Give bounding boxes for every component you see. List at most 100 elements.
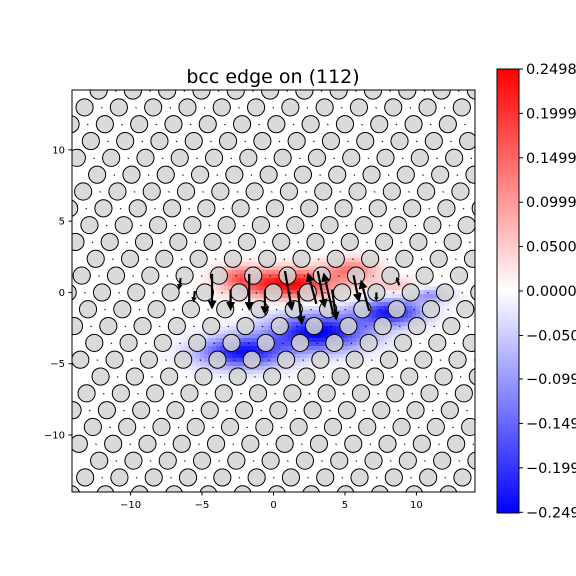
atom-marker [72,266,91,285]
atom-marker [403,199,422,218]
heatmap-cell [292,374,297,379]
vector-dot [358,292,361,294]
vector-dot [347,140,349,143]
heatmap-cell [432,322,437,327]
vector-dot [233,359,236,361]
heatmap-cell [272,346,277,351]
heatmap-cell [404,330,409,335]
heatmap-cell [348,302,353,307]
vector-dot [180,258,183,260]
chart-title: bcc edge on (112) [186,66,359,88]
heatmap-cell [344,354,349,359]
vector-dot [344,308,347,311]
heatmap-cell [240,314,245,319]
heatmap-cell [268,322,273,327]
atom-marker [132,401,151,420]
heatmap-cell [304,330,309,335]
heatmap-cell [268,314,273,319]
heatmap-cell [400,318,405,323]
atom-marker [133,316,152,336]
atom-marker [465,165,475,184]
heatmap-cell [232,302,237,307]
atom-marker [70,65,87,82]
heatmap-cell [328,290,333,295]
vector-dot [121,123,123,126]
vector-dot [457,90,460,92]
atom-marker [85,333,104,352]
heatmap-cell [336,354,341,359]
heatmap-cell [400,286,405,291]
atom-marker [307,148,327,167]
heatmap-cell [280,262,285,267]
heatmap-cell [368,362,373,367]
heatmap-cell [312,334,317,339]
heatmap-cell [328,362,333,367]
heatmap-cell [248,370,253,375]
heatmap-cell [204,350,209,355]
heatmap-cell [308,266,313,271]
heatmap-cell [240,346,245,351]
heatmap-cell [236,330,241,335]
atom-marker [407,316,427,336]
heatmap-cell [228,362,233,367]
heatmap-cell [168,334,173,339]
vector-dot [97,275,100,277]
heatmap-cell [272,362,277,367]
heatmap-cell [268,362,273,367]
heatmap-cell [164,354,169,359]
atom-marker [95,115,114,134]
atom-marker [295,90,314,100]
heatmap-cell [320,254,325,259]
heatmap-cell [392,318,397,323]
heatmap-cell [360,350,365,355]
heatmap-cell [208,278,213,283]
heatmap-cell [444,302,449,307]
atom-marker [199,485,218,492]
vector-dot [392,292,395,294]
atom-marker [264,283,283,302]
heatmap-cell [268,318,273,323]
heatmap-cell [384,282,389,287]
atom-marker [421,300,441,319]
heatmap-cell [212,346,217,351]
heatmap-cell [240,266,245,271]
vector-dot [296,325,298,328]
vector-dot [490,259,491,260]
atom-marker [439,485,458,492]
heatmap-cell [324,346,329,351]
heatmap-cell [168,350,173,355]
x-axis: −10 −5 0 5 10 [120,492,423,511]
vector-dot [280,426,283,429]
heatmap-cell [424,298,429,303]
heatmap-cell [408,310,413,315]
heatmap-cell [252,330,257,335]
heatmap-cell [428,298,433,303]
atom-marker [241,434,260,453]
heatmap-cell [360,266,365,271]
x-tick-label: 5 [342,500,348,511]
vector-dot [168,191,170,193]
atom-marker [272,232,291,252]
vector-dot [384,342,387,345]
heatmap-cell [280,334,285,339]
heatmap-cell [192,274,197,279]
heatmap-cell [260,374,265,379]
heatmap-cell [276,274,281,279]
heatmap-cell [216,330,221,335]
heatmap-cell [244,258,249,263]
vector-dot [113,174,116,176]
vector-dot [212,426,214,429]
atom-marker [119,333,138,352]
heatmap-cell [344,254,349,259]
heatmap-cell [244,262,249,267]
heatmap-cell [332,350,337,355]
heatmap-cell [308,350,313,355]
heatmap-cell [284,314,289,319]
atom-marker [181,300,200,319]
heatmap-cell [388,314,393,319]
heatmap-cell [272,302,277,307]
heatmap-cell [292,330,297,335]
heatmap-cell [284,338,289,343]
atom-marker [72,401,82,420]
heatmap-cell [324,366,329,371]
